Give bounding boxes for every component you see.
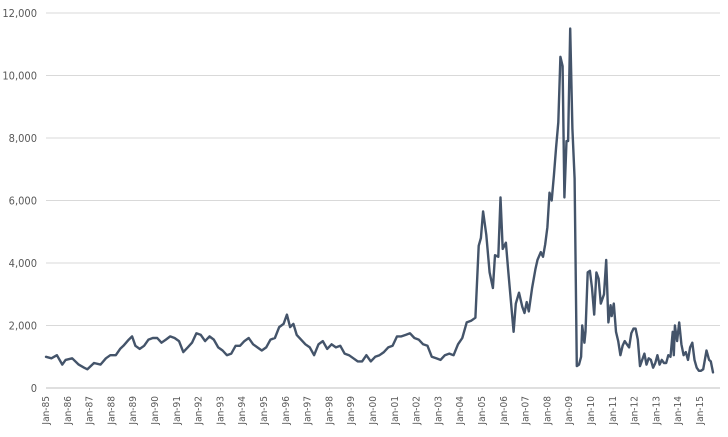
x-tick-label: Jan-93	[215, 396, 226, 426]
x-tick-label: Jan-04	[455, 396, 466, 426]
x-tick-label: Jan-88	[106, 396, 117, 426]
x-tick-label: Jan-15	[695, 396, 706, 426]
y-tick-label: 8,000	[9, 132, 37, 145]
x-tick-label: Jan-85	[41, 396, 52, 426]
x-tick-label: Jan-11	[608, 396, 619, 426]
x-tick-label: Jan-86	[63, 396, 74, 426]
y-axis-tick-labels: 0 2,000 4,000 6,000 8,000 10,000 12,000	[2, 7, 37, 395]
y-tick-label: 4,000	[9, 257, 37, 270]
x-tick-label: Jan-95	[259, 396, 270, 426]
y-tick-label: 0	[31, 382, 37, 395]
gridlines	[46, 12, 720, 326]
x-axis-tick-labels: Jan-85 Jan-86 Jan-87 Jan-88 Jan-89 Jan-90 Jan-…	[41, 396, 706, 426]
x-tick-label: Jan-02	[412, 396, 423, 426]
x-tick-label: Jan-92	[194, 396, 205, 426]
x-tick-label: Jan-10	[586, 396, 597, 426]
x-tick-label: Jan-03	[433, 396, 444, 426]
x-tick-label: Jan-97	[303, 396, 314, 426]
y-tick-label: 6,000	[9, 195, 37, 208]
series-line	[44, 27, 715, 374]
x-tick-label: Jan-98	[324, 396, 335, 426]
x-tick-label: Jan-14	[673, 396, 684, 426]
x-tick-label: Jan-89	[128, 396, 139, 426]
y-tick-label: 12,000	[2, 7, 37, 20]
x-tick-label: Jan-06	[499, 396, 510, 426]
x-tick-label: Jan-09	[564, 396, 575, 426]
x-tick-label: Jan-99	[346, 396, 357, 426]
x-tick-label: Jan-12	[630, 396, 641, 426]
x-tick-label: Jan-90	[150, 396, 161, 426]
x-tick-label: Jan-00	[368, 396, 379, 426]
x-tick-label: Jan-01	[390, 396, 401, 426]
y-tick-label: 2,000	[9, 320, 37, 333]
x-tick-label: Jan-91	[172, 396, 183, 426]
x-tick-label: Jan-07	[521, 396, 532, 426]
x-tick-label: Jan-94	[237, 396, 248, 426]
y-tick-label: 10,000	[2, 70, 37, 83]
x-tick-label: Jan-87	[85, 396, 96, 426]
x-tick-label: Jan-13	[651, 396, 662, 426]
x-tick-label: Jan-05	[477, 396, 488, 426]
x-tick-label: Jan-08	[542, 396, 553, 426]
x-tick-label: Jan-96	[281, 396, 292, 426]
series-layer	[44, 27, 715, 374]
